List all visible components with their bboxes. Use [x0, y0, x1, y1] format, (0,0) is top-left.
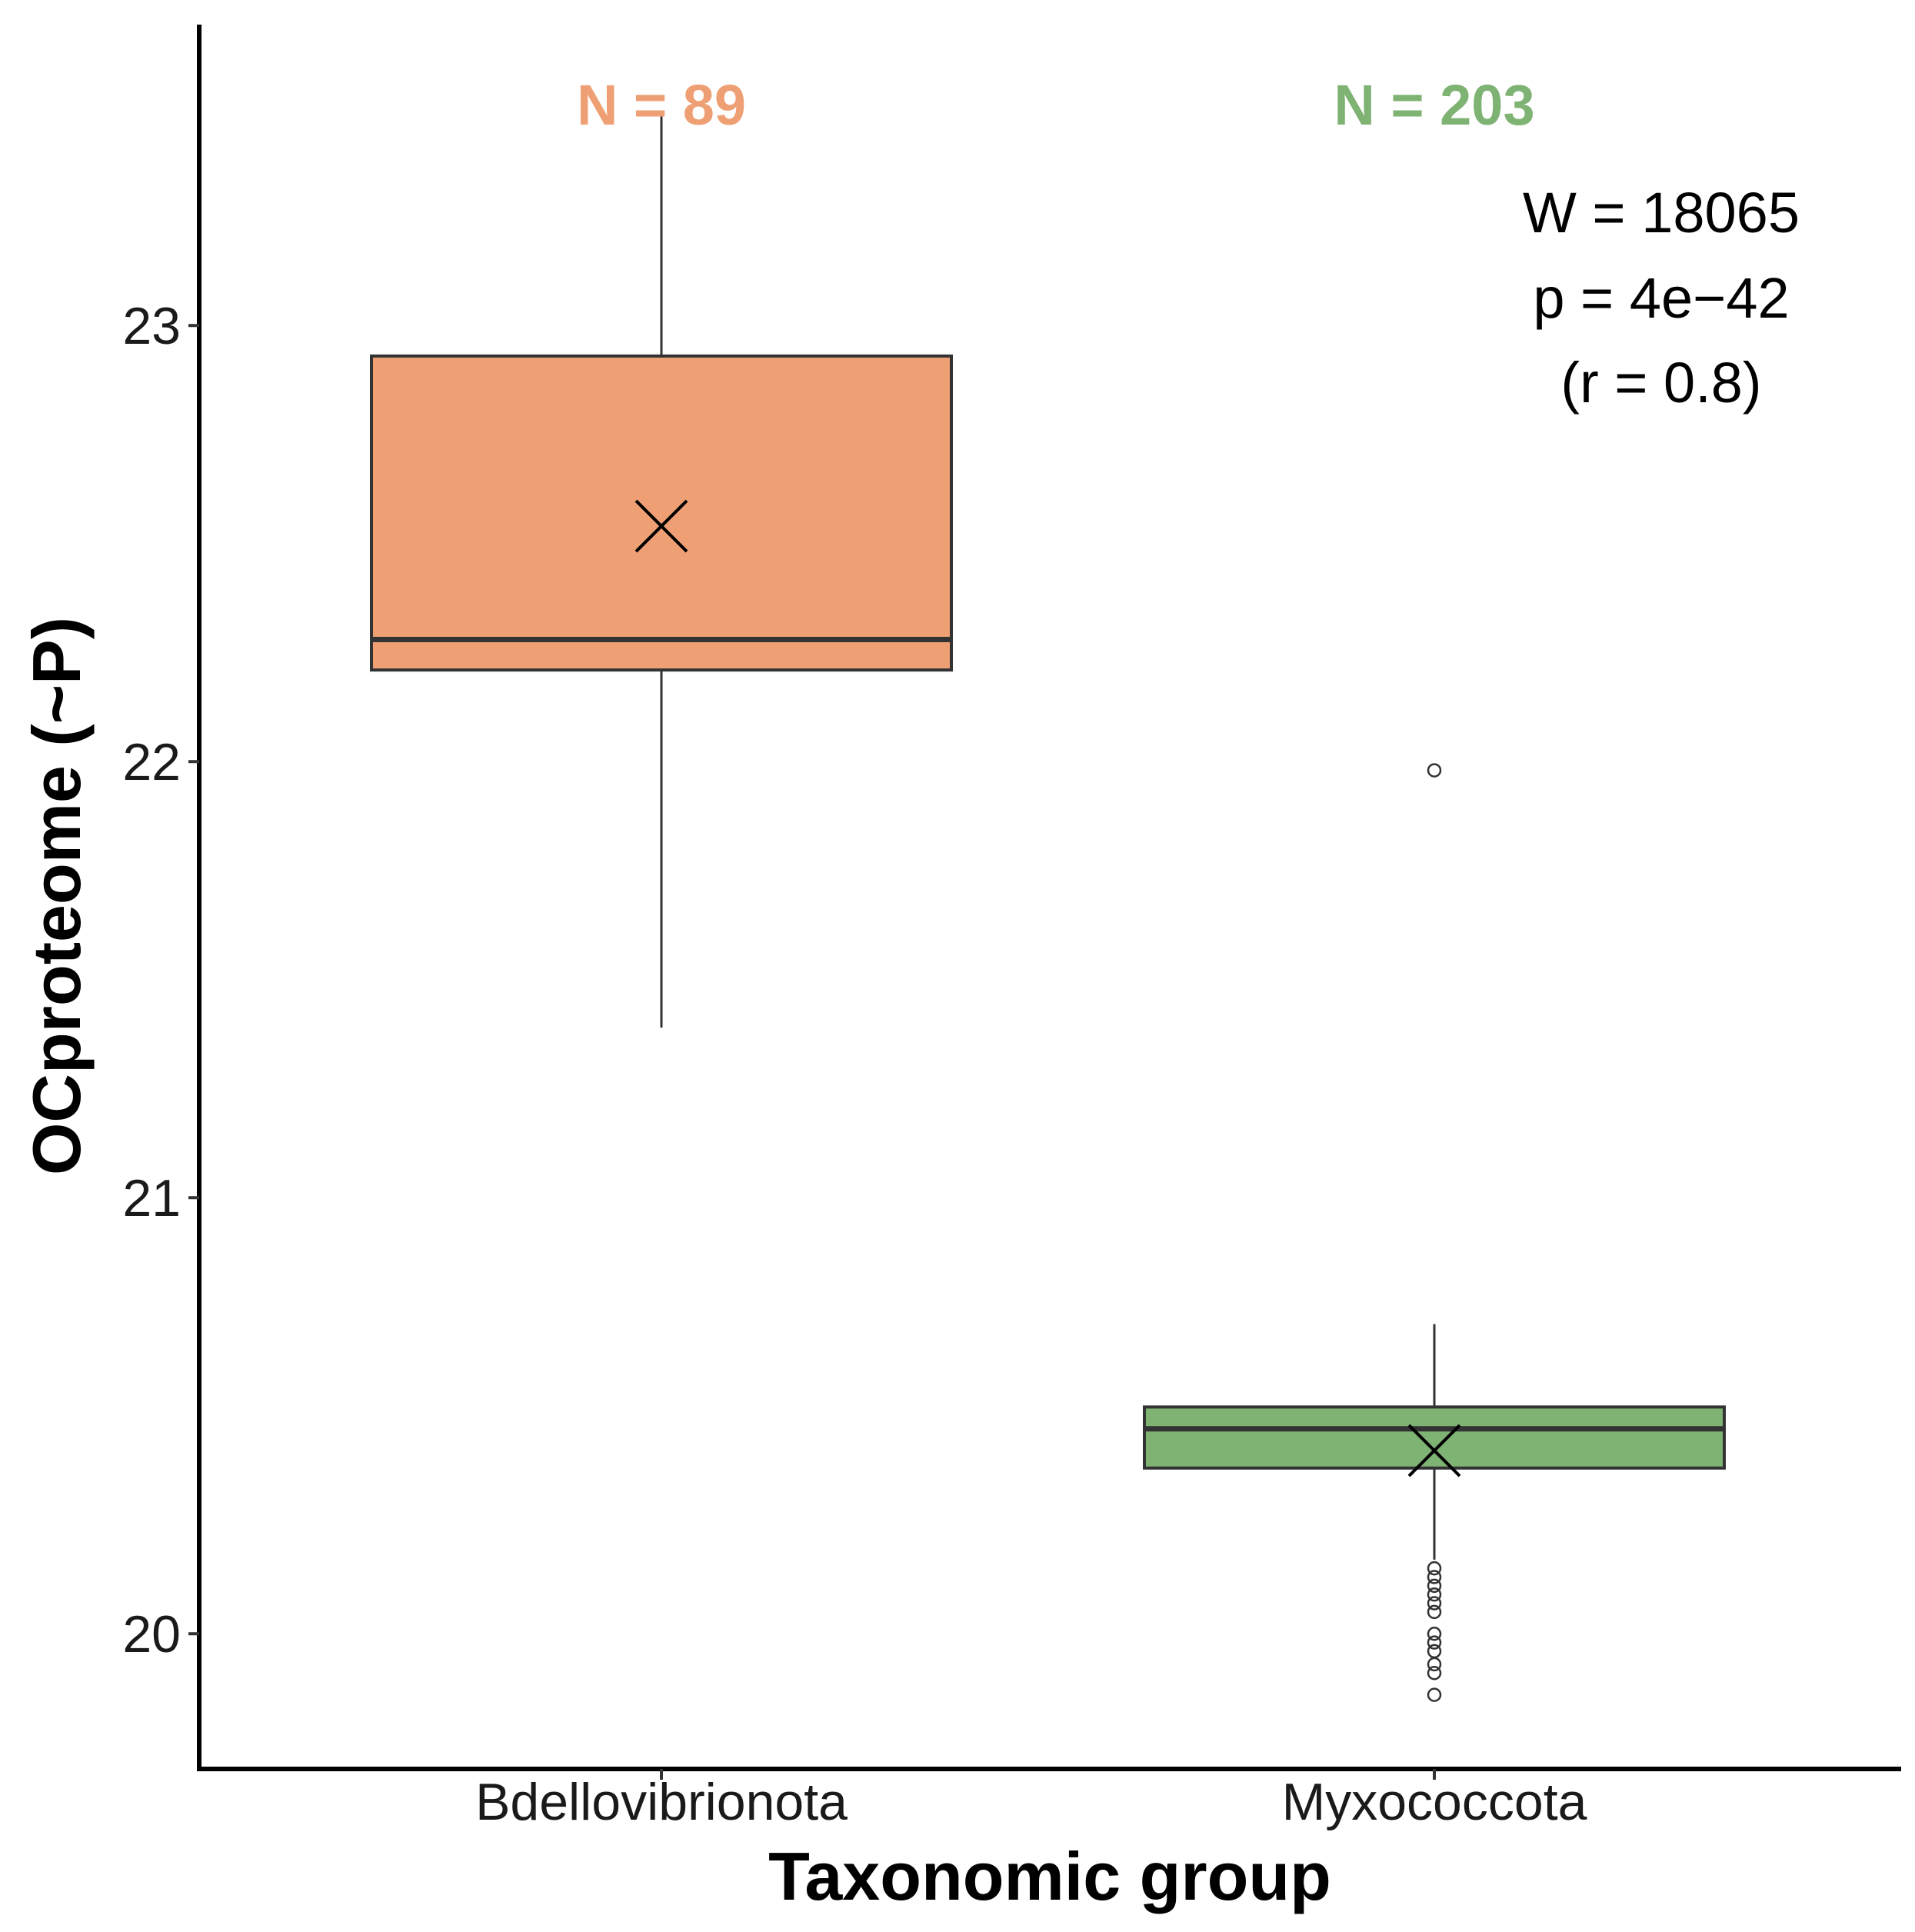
box-myxococcota: [1143, 763, 1726, 1702]
x-tick-label: Myxococcota: [1282, 1773, 1587, 1831]
sample-size-labels: N = 89 N = 203: [577, 73, 1535, 137]
y-tick-label: 22: [122, 733, 181, 791]
outlier-point: [1427, 1596, 1442, 1611]
w-statistic: W = 18065: [1523, 181, 1800, 245]
outlier-point: [1427, 1626, 1442, 1641]
outlier-point: [1427, 763, 1442, 778]
y-axis-title: OCproteome (~P): [18, 617, 95, 1175]
outlier-point: [1427, 1635, 1442, 1650]
outlier-point: [1427, 1578, 1442, 1594]
mean-marker-stroke-b: [634, 499, 688, 553]
box-bdellovibrionota: [370, 116, 953, 1028]
n-label-myxococcota: N = 203: [1334, 73, 1534, 137]
y-tick-label: 21: [122, 1169, 181, 1227]
outlier-point: [1427, 1561, 1442, 1576]
y-axis-ticks: 20 21 22 23: [122, 297, 199, 1664]
effect-size: (r = 0.8): [1560, 351, 1761, 415]
x-tick-label: Bdellovibrionota: [475, 1773, 848, 1831]
y-tick-label: 23: [122, 297, 181, 355]
outlier-point: [1427, 1570, 1442, 1584]
n-label-bdellovibrionota: N = 89: [577, 73, 746, 137]
iqr-box: [370, 354, 953, 672]
outlier-point: [1427, 1644, 1442, 1659]
y-tick-label: 20: [122, 1605, 181, 1664]
outlier-point: [1427, 1687, 1442, 1702]
box-series: [370, 116, 1726, 1702]
x-axis-title: Taxonomic group: [768, 1838, 1331, 1914]
outlier-point: [1427, 1657, 1442, 1672]
mean-marker-stroke-b: [1407, 1424, 1461, 1477]
x-axis-ticks: Bdellovibrionota Myxococcota: [475, 1769, 1587, 1831]
outlier-point: [1427, 1587, 1442, 1602]
p-value: p = 4e−42: [1533, 266, 1789, 330]
iqr-box: [1143, 1405, 1726, 1470]
outlier-point: [1427, 1604, 1442, 1620]
outlier-point: [1427, 1666, 1442, 1681]
